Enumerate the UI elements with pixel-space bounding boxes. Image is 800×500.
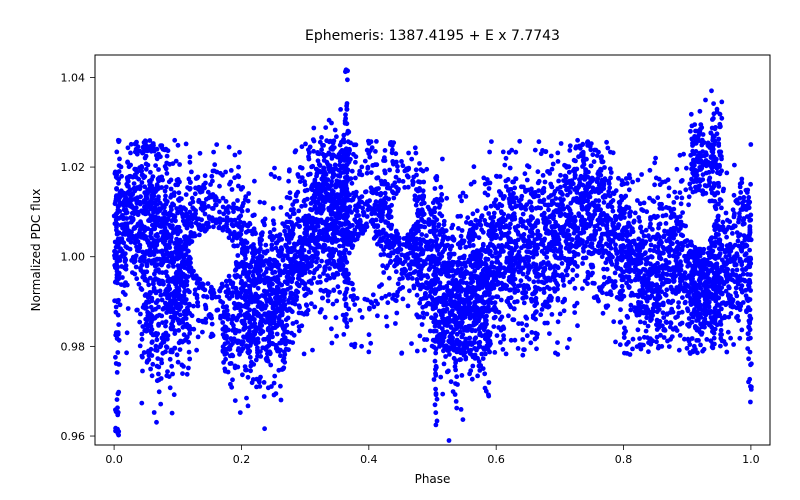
svg-text:0.2: 0.2 [233, 453, 251, 466]
chart-title: Ephemeris: 1387.4195 + E x 7.7743 [305, 28, 560, 44]
svg-text:1.00: 1.00 [61, 251, 86, 264]
x-axis-label: Phase [415, 472, 451, 486]
svg-text:1.04: 1.04 [61, 71, 86, 84]
svg-text:0.8: 0.8 [615, 453, 633, 466]
svg-text:1.02: 1.02 [61, 161, 86, 174]
svg-text:0.96: 0.96 [61, 430, 86, 443]
svg-text:0.4: 0.4 [360, 453, 378, 466]
svg-text:1.0: 1.0 [742, 453, 760, 466]
svg-text:0.98: 0.98 [61, 340, 86, 353]
y-axis-label: Normalized PDC flux [29, 189, 43, 312]
svg-text:0.6: 0.6 [487, 453, 505, 466]
chart-svg: 0.0 0.2 0.4 0.6 0.8 1.0 0.96 0.98 1.00 1.02 1.04 Ph… [0, 0, 800, 500]
phase-flux-scatter-chart: 0.0 0.2 0.4 0.6 0.8 1.0 0.96 0.98 1.00 1.02 1.04 Ph… [0, 0, 800, 500]
svg-text:0.0: 0.0 [105, 453, 123, 466]
